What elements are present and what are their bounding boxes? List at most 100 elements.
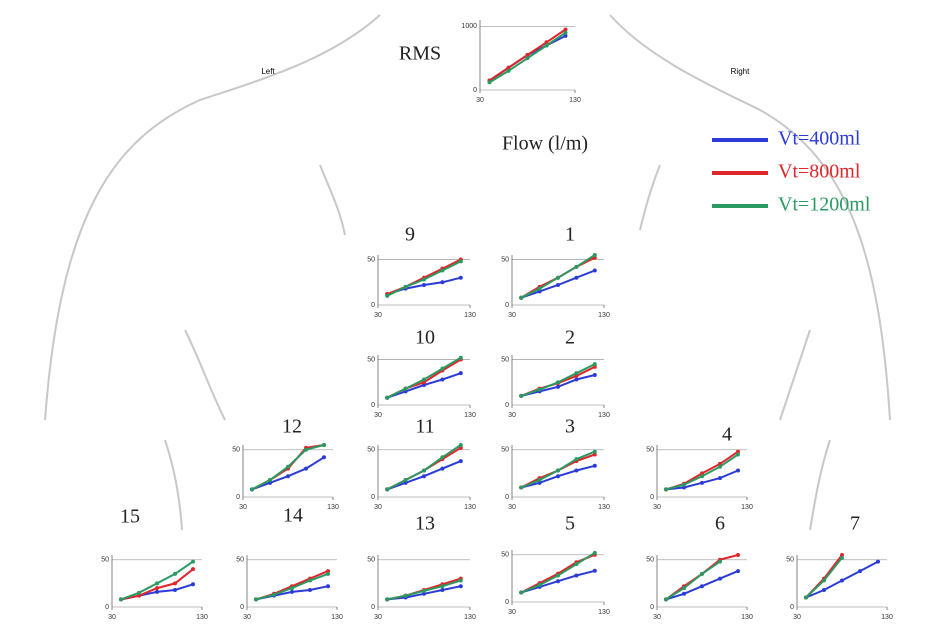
point (286, 474, 290, 478)
x-tick-label: 130 (464, 312, 476, 319)
y-tick-label: 50 (501, 356, 509, 363)
y-tick-label: 0 (650, 494, 654, 501)
point (682, 586, 686, 590)
point (574, 562, 578, 566)
outline-curve (320, 165, 345, 235)
y-tick-label: 50 (367, 256, 375, 263)
point (250, 487, 254, 491)
x-tick-label: 130 (598, 412, 610, 419)
point (440, 268, 444, 272)
point (404, 387, 408, 391)
point (308, 579, 312, 583)
point (440, 367, 444, 371)
point (682, 483, 686, 487)
point (593, 464, 597, 468)
point (593, 253, 597, 257)
y-tick-label: 0 (236, 494, 240, 501)
chart-title: 6 (715, 513, 725, 535)
series-line (521, 364, 595, 396)
point (593, 362, 597, 366)
point (736, 452, 740, 456)
y-tick-label: 0 (371, 494, 375, 501)
point (556, 579, 560, 583)
y-tick-label: 50 (367, 557, 375, 564)
point (593, 373, 597, 377)
chart-title: 7 (850, 513, 860, 535)
chart-title: 10 (415, 327, 435, 349)
point (700, 584, 704, 588)
x-tick-label: 30 (508, 312, 516, 319)
y-tick-label: 50 (367, 356, 375, 363)
x-tick-label: 130 (327, 504, 339, 511)
point (254, 597, 258, 601)
legend-label: Vt=800ml (778, 161, 861, 183)
point (290, 590, 294, 594)
point (286, 465, 290, 469)
point (593, 450, 597, 454)
point (422, 378, 426, 382)
point (191, 560, 195, 564)
point (422, 589, 426, 593)
x-tick-label: 30 (653, 614, 661, 621)
x-tick-label: 30 (374, 312, 382, 319)
outline-curve (780, 330, 810, 420)
point (173, 581, 177, 585)
y-tick-label: 50 (786, 557, 794, 564)
point (538, 583, 542, 587)
x-tick-label: 130 (464, 504, 476, 511)
point (718, 577, 722, 581)
x-tick-label: 130 (598, 312, 610, 319)
point (700, 572, 704, 576)
point (459, 356, 463, 360)
point (556, 474, 560, 478)
point (574, 276, 578, 280)
chart-title: 11 (415, 416, 434, 438)
y-tick-label: 50 (501, 447, 509, 454)
x-tick-label: 130 (569, 97, 581, 104)
point (137, 591, 141, 595)
point (519, 591, 523, 595)
point (507, 69, 511, 73)
x-tick-label: 30 (108, 614, 116, 621)
point (574, 265, 578, 269)
y-tick-label: 0 (240, 604, 244, 611)
x-tick-label: 130 (331, 614, 343, 621)
outline-right (610, 15, 890, 420)
point (718, 465, 722, 469)
torso-outline (45, 15, 890, 530)
y-tick-label: 50 (367, 447, 375, 454)
chart-title: 1 (565, 224, 575, 246)
y-tick-label: 50 (232, 447, 240, 454)
point (385, 487, 389, 491)
point (385, 294, 389, 298)
point (593, 569, 597, 573)
y-tick-label: 0 (505, 494, 509, 501)
chart-title: 4 (722, 424, 732, 446)
side-label: Left (261, 67, 275, 76)
point (736, 569, 740, 573)
point (404, 285, 408, 289)
point (459, 579, 463, 583)
point (718, 560, 722, 564)
point (459, 276, 463, 280)
point (440, 467, 444, 471)
point (545, 43, 549, 47)
point (876, 560, 880, 564)
point (664, 597, 668, 601)
x-tick-label: 130 (741, 614, 753, 621)
point (574, 574, 578, 578)
point (422, 278, 426, 282)
point (822, 579, 826, 583)
point (459, 584, 463, 588)
y-tick-label: 50 (501, 256, 509, 263)
outline-curve (810, 440, 830, 530)
x-tick-label: 30 (508, 609, 516, 616)
point (459, 459, 463, 463)
point (155, 586, 159, 590)
y-tick-label: 50 (236, 557, 244, 564)
y-tick-label: 0 (473, 87, 477, 94)
point (385, 597, 389, 601)
point (700, 481, 704, 485)
x-tick-label: 30 (374, 614, 382, 621)
y-tick-label: 0 (790, 604, 794, 611)
